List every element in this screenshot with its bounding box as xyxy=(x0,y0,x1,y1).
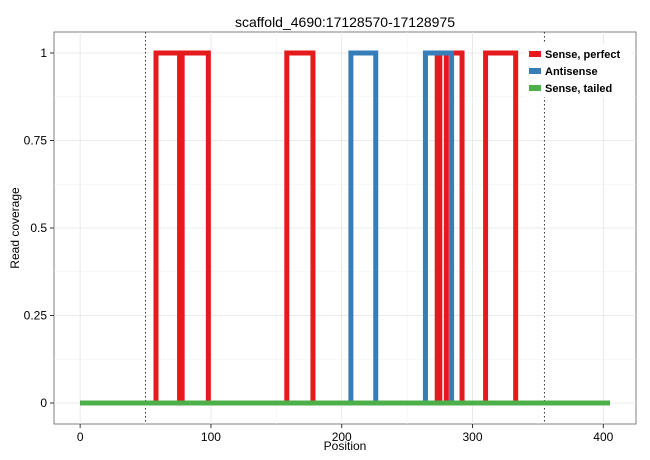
x-tick-label: 400 xyxy=(593,430,613,444)
y-tick-label: 0.25 xyxy=(24,309,48,323)
legend-swatch xyxy=(529,51,541,57)
legend-swatch xyxy=(529,68,541,74)
legend-label: Sense, tailed xyxy=(545,83,612,95)
legend-label: Antisense xyxy=(545,66,598,78)
x-tick-label: 300 xyxy=(463,430,483,444)
x-tick-label: 0 xyxy=(77,430,84,444)
y-axis: 0 0.25 0.5 0.75 1 xyxy=(24,46,54,410)
x-axis: 0 100 200 300 400 xyxy=(77,424,614,444)
x-tick-label: 100 xyxy=(201,430,221,444)
y-tick-label: 0.75 xyxy=(24,134,48,148)
chart-title: scaffold_4690:17128570-17128975 xyxy=(235,14,455,30)
x-tick-label: 200 xyxy=(332,430,352,444)
x-axis-title: Position xyxy=(324,439,367,453)
series-lines xyxy=(80,50,610,406)
y-axis-title: Read coverage xyxy=(8,187,22,269)
y-tick-label: 0 xyxy=(40,396,47,410)
reference-lines xyxy=(145,32,545,424)
legend: Sense, perfect Antisense Sense, tailed xyxy=(525,44,631,97)
y-tick-label: 0.5 xyxy=(30,221,47,235)
legend-background xyxy=(525,44,631,97)
legend-label: Sense, perfect xyxy=(545,49,621,61)
y-tick-label: 1 xyxy=(40,46,47,60)
legend-swatch xyxy=(529,85,541,91)
